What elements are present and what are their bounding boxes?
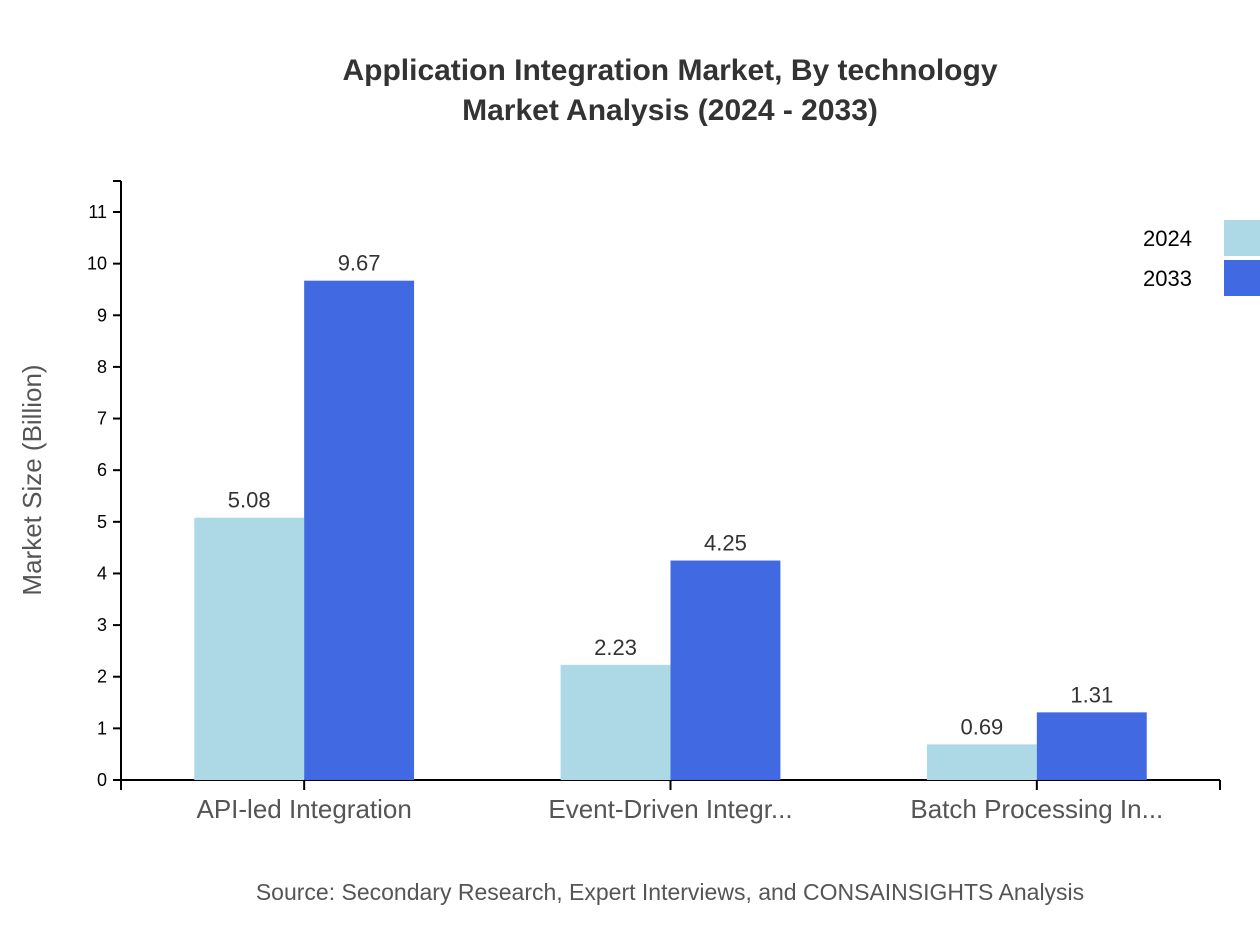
data-label: 0.69 xyxy=(960,714,1003,739)
y-tick-label: 7 xyxy=(97,409,107,429)
y-axis-label: Market Size (Billion) xyxy=(17,364,47,595)
bar-2024 xyxy=(194,517,305,780)
data-label: 1.31 xyxy=(1070,682,1113,707)
source-note: Source: Secondary Research, Expert Inter… xyxy=(256,879,1084,905)
chart-subtitle: Market Analysis (2024 - 2033) xyxy=(462,94,878,127)
legend-swatch-2033 xyxy=(1224,260,1260,296)
y-tick-label: 9 xyxy=(97,305,107,325)
data-label: 5.08 xyxy=(228,488,271,513)
bar-2033 xyxy=(1036,712,1147,780)
bar-2033 xyxy=(304,280,415,780)
y-tick-label: 5 xyxy=(97,512,107,532)
legend-label: 2024 xyxy=(1143,226,1192,251)
bar-2033 xyxy=(670,560,781,780)
x-tick-label: API-led Integration xyxy=(196,794,411,824)
legend-swatch-2024 xyxy=(1224,220,1260,256)
bar-2024 xyxy=(926,744,1037,780)
legend-label: 2033 xyxy=(1143,266,1192,291)
x-tick-label: Event-Driven Integr... xyxy=(548,794,792,824)
data-label: 9.67 xyxy=(338,251,381,276)
y-tick-label: 4 xyxy=(97,563,107,583)
y-tick-label: 2 xyxy=(97,667,107,687)
bar-2024 xyxy=(560,664,671,780)
y-tick-label: 8 xyxy=(97,357,107,377)
y-tick-label: 3 xyxy=(97,615,107,635)
y-tick-label: 11 xyxy=(88,202,107,222)
data-label: 2.23 xyxy=(594,635,637,660)
y-tick-label: 1 xyxy=(97,718,107,738)
y-tick-label: 10 xyxy=(87,254,107,274)
data-label: 4.25 xyxy=(704,531,747,556)
y-tick-label: 6 xyxy=(97,460,107,480)
y-tick-label: 0 xyxy=(97,770,107,790)
legend: 2024 2033 xyxy=(1143,220,1260,296)
chart-title: Application Integration Market, By techn… xyxy=(342,54,997,87)
bars: 5.08 9.67 2.23 4.25 0.69 1.31 xyxy=(194,251,1147,780)
x-tick-label: Batch Processing In... xyxy=(910,794,1163,824)
